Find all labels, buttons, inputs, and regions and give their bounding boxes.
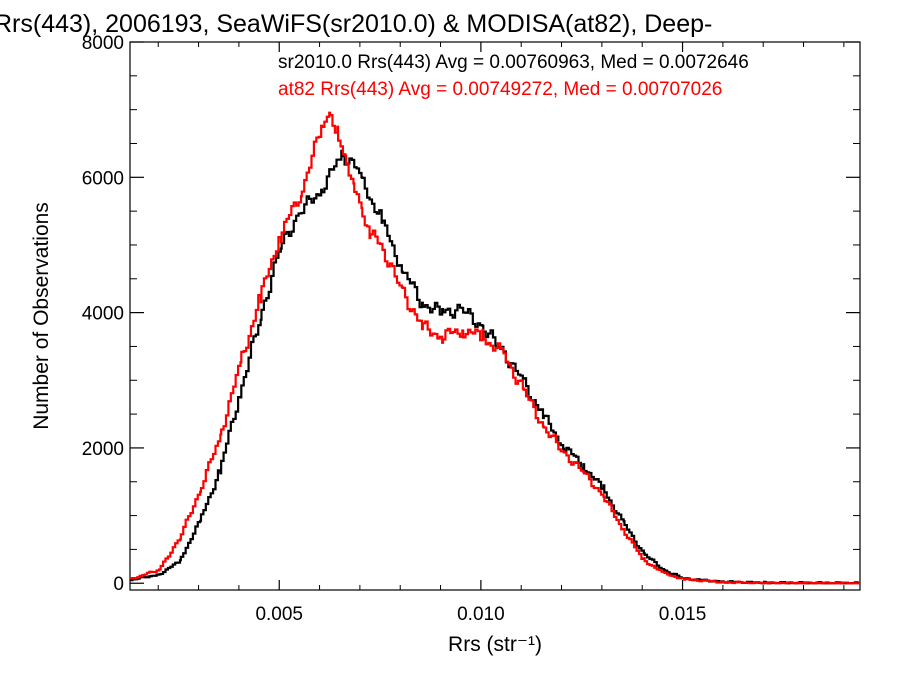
plot-frame <box>129 41 861 591</box>
x-axis-label: Rrs (str⁻¹) <box>448 633 542 656</box>
series-lines <box>130 111 860 585</box>
y-tick-label: 2000 <box>82 439 124 460</box>
legend-entry-sr2010: sr2010.0 Rrs(443) Avg = 0.00760963, Med … <box>278 52 749 73</box>
legend-annotations: sr2010.0 Rrs(443) Avg = 0.00760963, Med … <box>278 52 749 100</box>
legend-entry-at82: at82 Rrs(443) Avg = 0.00749272, Med = 0.… <box>278 79 722 100</box>
y-tick-label: 4000 <box>82 304 124 325</box>
x-tick-label: 0.005 <box>255 604 303 625</box>
chart-title: Rrs(443), 2006193, SeaWiFS(sr2010.0) & M… <box>0 10 712 38</box>
series-line-at82 <box>130 111 860 585</box>
x-tick-label: 0.010 <box>457 604 505 625</box>
axis-ticks: 0.005 0.010 0.015 0 2000 4000 6000 8000 <box>82 33 860 625</box>
x-tick-label: 0.015 <box>659 604 707 625</box>
y-tick-label: 8000 <box>82 33 124 54</box>
y-tick-label: 0 <box>113 574 124 595</box>
y-axis-label: Number of Observations <box>30 202 53 430</box>
y-tick-label: 6000 <box>82 168 124 189</box>
